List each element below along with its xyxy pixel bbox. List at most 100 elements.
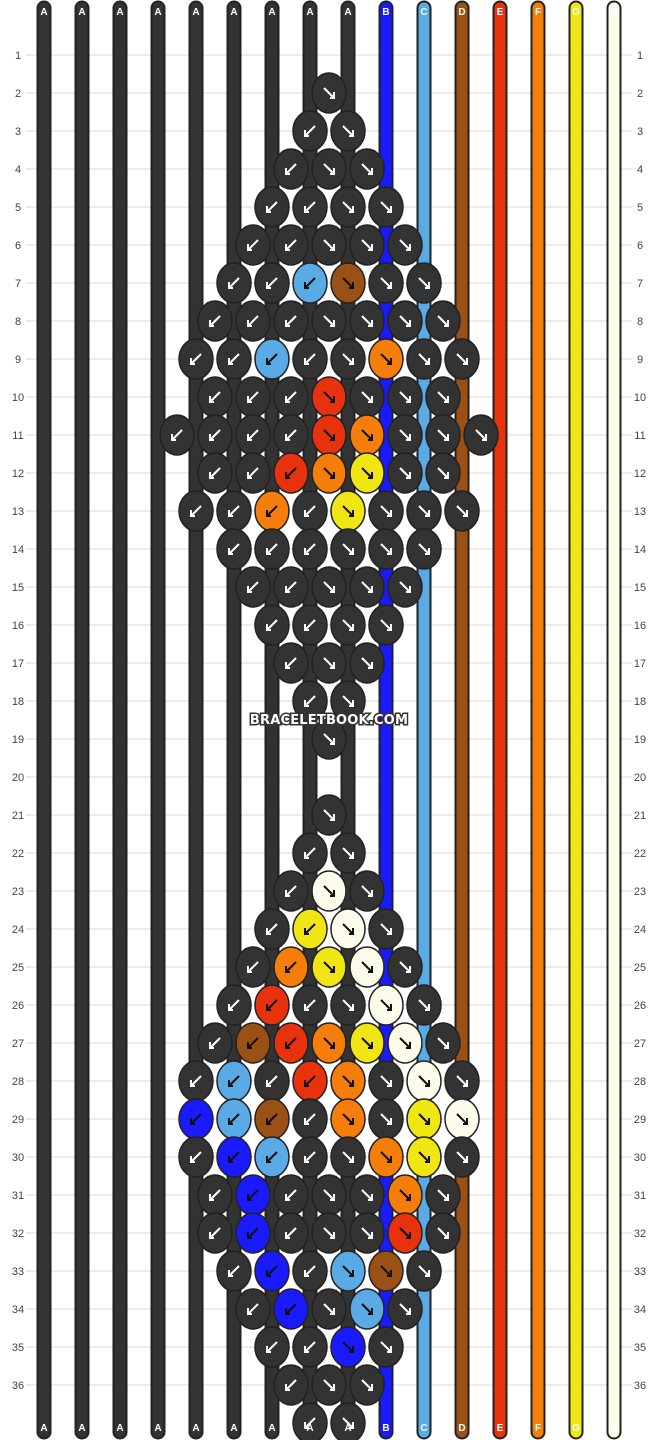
- arrow-icon: [266, 1151, 278, 1163]
- arrow-icon: [323, 657, 335, 669]
- arrow-icon: [247, 1189, 259, 1201]
- arrow-head-icon: [349, 624, 354, 631]
- knot: [273, 1022, 309, 1064]
- row-label-left: 12: [12, 468, 24, 480]
- arrow-head-icon: [444, 472, 449, 479]
- knot: [444, 338, 480, 380]
- arrow-head-icon: [387, 1156, 392, 1163]
- arrow-icon: [456, 353, 468, 365]
- arrow-head-icon: [368, 472, 373, 479]
- arrow-icon: [304, 277, 316, 289]
- arrow-icon: [323, 163, 335, 175]
- row-label-right: 20: [634, 772, 646, 784]
- arrow-head-icon: [368, 890, 373, 897]
- arrow-icon: [266, 201, 278, 213]
- row-label-right: 33: [634, 1266, 646, 1278]
- arrow-icon: [342, 353, 354, 365]
- row-label-left: 11: [12, 430, 23, 442]
- arrow-icon: [342, 619, 354, 631]
- arrow-head-icon: [406, 586, 411, 593]
- arrow-head-icon: [349, 1080, 354, 1087]
- arrow-icon: [266, 1075, 278, 1087]
- knot: [292, 262, 328, 304]
- arrow-icon: [228, 277, 240, 289]
- arrow-head-icon: [228, 1156, 233, 1163]
- knot: [330, 1326, 366, 1368]
- knot: [292, 604, 328, 646]
- arrow-icon: [456, 1075, 468, 1087]
- arrow-icon: [247, 239, 259, 251]
- arrow-icon: [323, 315, 335, 327]
- arrow-head-icon: [349, 130, 354, 137]
- arrow-icon: [171, 429, 183, 441]
- knot: [368, 262, 404, 304]
- arrow-head-icon: [266, 1270, 271, 1277]
- knot: [330, 680, 366, 722]
- knot: [311, 642, 347, 684]
- arrow-icon: [285, 961, 297, 973]
- knot: [330, 984, 366, 1026]
- arrow-head-icon: [266, 548, 271, 555]
- arrow-icon: [399, 429, 411, 441]
- arrow-icon: [304, 847, 316, 859]
- row-label-right: 24: [634, 924, 646, 936]
- knot: [368, 1060, 404, 1102]
- knot: [197, 376, 233, 418]
- column-label: A: [230, 1423, 237, 1434]
- row-label-right: 35: [634, 1342, 646, 1354]
- arrow-icon: [456, 1113, 468, 1125]
- column-label: A: [78, 1423, 85, 1434]
- arrow-icon: [323, 467, 335, 479]
- arrow-head-icon: [304, 206, 309, 213]
- knot: [197, 452, 233, 494]
- knot: [311, 870, 347, 912]
- arrow-icon: [304, 1265, 316, 1277]
- arrow-icon: [418, 1113, 430, 1125]
- row-label-left: 24: [12, 924, 24, 936]
- arrow-head-icon: [406, 1042, 411, 1049]
- row-label-right: 4: [637, 164, 643, 176]
- column-label: A: [116, 7, 123, 18]
- knot: [235, 566, 271, 608]
- arrow-icon: [285, 1303, 297, 1315]
- arrow-head-icon: [406, 244, 411, 251]
- row-label-right: 34: [634, 1304, 646, 1316]
- row-label-left: 20: [12, 772, 24, 784]
- row-label-left: 31: [12, 1190, 24, 1202]
- arrow-head-icon: [304, 852, 309, 859]
- arrow-head-icon: [266, 1346, 271, 1353]
- knot: [368, 338, 404, 380]
- arrow-icon: [399, 467, 411, 479]
- arrow-icon: [418, 999, 430, 1011]
- arrow-head-icon: [228, 1270, 233, 1277]
- knot: [311, 1022, 347, 1064]
- knot: [330, 186, 366, 228]
- knot: [330, 1060, 366, 1102]
- arrow-icon: [361, 429, 373, 441]
- knot: [311, 376, 347, 418]
- row-label-right: 32: [634, 1228, 646, 1240]
- arrow-icon: [228, 999, 240, 1011]
- arrow-icon: [190, 1113, 202, 1125]
- column-label: B: [382, 1423, 389, 1434]
- arrow-head-icon: [368, 1042, 373, 1049]
- arrow-icon: [418, 505, 430, 517]
- arrow-icon: [228, 1265, 240, 1277]
- row-label-right: 8: [637, 316, 643, 328]
- knot: [444, 1098, 480, 1140]
- column-label: G: [572, 7, 580, 18]
- row-label-right: 22: [634, 848, 646, 860]
- arrow-head-icon: [387, 624, 392, 631]
- row-label-left: 22: [12, 848, 24, 860]
- arrow-icon: [361, 391, 373, 403]
- arrow-icon: [228, 505, 240, 517]
- arrow-head-icon: [304, 358, 309, 365]
- arrow-icon: [209, 467, 221, 479]
- arrow-head-icon: [247, 1308, 252, 1315]
- column-label: E: [497, 7, 504, 18]
- column-label: B: [382, 7, 389, 18]
- arrow-head-icon: [266, 928, 271, 935]
- arrow-head-icon: [228, 548, 233, 555]
- arrow-icon: [342, 201, 354, 213]
- arrow-head-icon: [330, 434, 335, 441]
